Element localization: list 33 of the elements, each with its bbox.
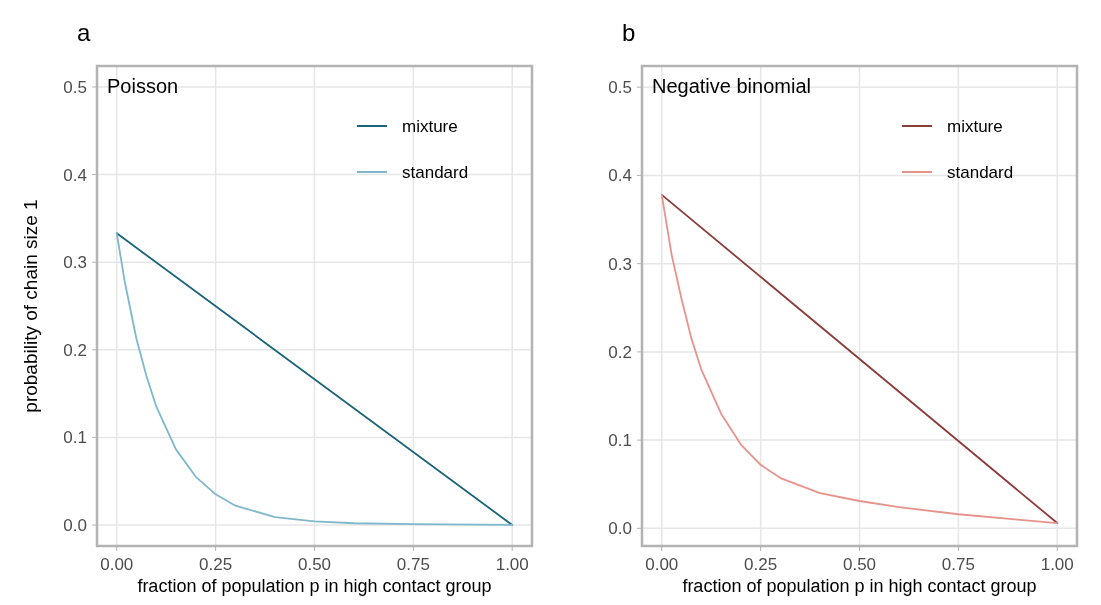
y-tick-label: 0.0 (608, 519, 632, 539)
x-tick-label: 1.00 (1040, 555, 1074, 574)
chart-title: a (77, 19, 91, 46)
chart-title: b (622, 19, 636, 46)
y-tick-label: 0.3 (63, 253, 87, 273)
x-axis-title: fraction of population p in high contact group (137, 576, 492, 596)
x-tick-label: 0.50 (297, 555, 332, 574)
y-tick-label: 0.0 (63, 515, 87, 535)
y-tick-label: 0.2 (63, 340, 87, 360)
y-tick-label: 0.2 (608, 342, 632, 362)
chart-subtitle: Negative binomial (652, 75, 811, 97)
x-tick-label: 0.00 (645, 555, 679, 574)
x-tick-label: 0.50 (842, 555, 877, 574)
x-tick-label: 0.25 (199, 555, 233, 574)
x-tick-label: 0.25 (744, 555, 778, 574)
x-axis-title: fraction of population p in high contact group (682, 576, 1037, 596)
legend-label: standard (402, 163, 469, 182)
legend-label: standard (947, 163, 1014, 182)
text: Poisson (107, 75, 179, 97)
x-tick-label: 0.75 (941, 555, 975, 574)
y-tick-label: 0.1 (608, 431, 632, 451)
y-tick-label: 0.3 (608, 254, 632, 274)
y-tick-label: 0.5 (63, 78, 87, 98)
y-tick-label: 0.4 (608, 166, 632, 186)
x-tick-label: 0.00 (100, 555, 134, 574)
y-tick-label: 0.5 (608, 78, 632, 98)
y-tick-label: 0.4 (63, 165, 87, 185)
legend-label: mixture (947, 117, 1003, 136)
x-tick-label: 0.75 (396, 555, 430, 574)
legend-label: mixture (402, 117, 458, 136)
y-tick-label: 0.1 (63, 428, 87, 448)
y-axis-title: probability of chain size 1 (20, 199, 41, 413)
x-tick-label: 1.00 (495, 555, 529, 574)
